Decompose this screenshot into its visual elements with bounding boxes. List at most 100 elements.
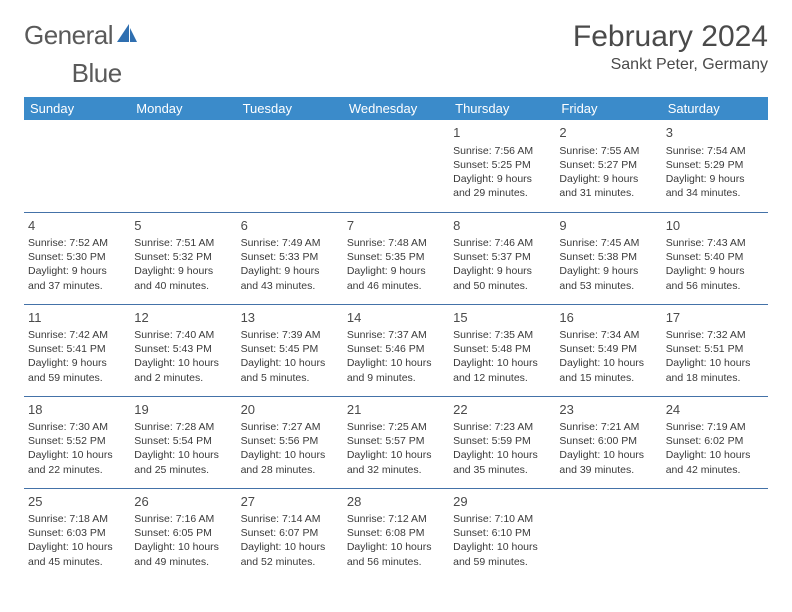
calendar-body: 1Sunrise: 7:56 AMSunset: 5:25 PMDaylight… <box>24 120 768 580</box>
day-cell: 21Sunrise: 7:25 AMSunset: 5:57 PMDayligh… <box>343 396 449 488</box>
daylight-text: Daylight: 9 hours and 56 minutes. <box>666 264 764 292</box>
daylight-text: Daylight: 10 hours and 39 minutes. <box>559 448 657 476</box>
day-cell <box>343 120 449 212</box>
day-number: 6 <box>241 217 339 235</box>
sunrise-text: Sunrise: 7:39 AM <box>241 328 339 342</box>
day-number: 24 <box>666 401 764 419</box>
weekday-header-row: Sunday Monday Tuesday Wednesday Thursday… <box>24 97 768 120</box>
week-row: 25Sunrise: 7:18 AMSunset: 6:03 PMDayligh… <box>24 488 768 580</box>
daylight-text: Daylight: 10 hours and 2 minutes. <box>134 356 232 384</box>
sunrise-text: Sunrise: 7:52 AM <box>28 236 126 250</box>
sunrise-text: Sunrise: 7:43 AM <box>666 236 764 250</box>
sunset-text: Sunset: 5:57 PM <box>347 434 445 448</box>
day-cell: 12Sunrise: 7:40 AMSunset: 5:43 PMDayligh… <box>130 304 236 396</box>
daylight-text: Daylight: 10 hours and 49 minutes. <box>134 540 232 568</box>
week-row: 11Sunrise: 7:42 AMSunset: 5:41 PMDayligh… <box>24 304 768 396</box>
day-cell <box>237 120 343 212</box>
sunrise-text: Sunrise: 7:49 AM <box>241 236 339 250</box>
day-number: 13 <box>241 309 339 327</box>
day-cell: 9Sunrise: 7:45 AMSunset: 5:38 PMDaylight… <box>555 212 661 304</box>
sunrise-text: Sunrise: 7:23 AM <box>453 420 551 434</box>
daylight-text: Daylight: 10 hours and 45 minutes. <box>28 540 126 568</box>
day-cell: 3Sunrise: 7:54 AMSunset: 5:29 PMDaylight… <box>662 120 768 212</box>
sunrise-text: Sunrise: 7:10 AM <box>453 512 551 526</box>
day-cell: 7Sunrise: 7:48 AMSunset: 5:35 PMDaylight… <box>343 212 449 304</box>
weekday-header: Saturday <box>662 97 768 120</box>
daylight-text: Daylight: 10 hours and 18 minutes. <box>666 356 764 384</box>
day-number: 19 <box>134 401 232 419</box>
daylight-text: Daylight: 10 hours and 9 minutes. <box>347 356 445 384</box>
day-cell: 24Sunrise: 7:19 AMSunset: 6:02 PMDayligh… <box>662 396 768 488</box>
day-cell: 29Sunrise: 7:10 AMSunset: 6:10 PMDayligh… <box>449 488 555 580</box>
sunrise-text: Sunrise: 7:34 AM <box>559 328 657 342</box>
day-number: 29 <box>453 493 551 511</box>
day-cell: 6Sunrise: 7:49 AMSunset: 5:33 PMDaylight… <box>237 212 343 304</box>
sail-icon <box>115 20 139 51</box>
day-number: 1 <box>453 124 551 142</box>
day-number: 23 <box>559 401 657 419</box>
title-block: February 2024 Sankt Peter, Germany <box>573 20 768 74</box>
day-number: 18 <box>28 401 126 419</box>
day-number: 26 <box>134 493 232 511</box>
day-cell: 25Sunrise: 7:18 AMSunset: 6:03 PMDayligh… <box>24 488 130 580</box>
sunset-text: Sunset: 5:56 PM <box>241 434 339 448</box>
sunrise-text: Sunrise: 7:28 AM <box>134 420 232 434</box>
sunrise-text: Sunrise: 7:54 AM <box>666 144 764 158</box>
sunrise-text: Sunrise: 7:19 AM <box>666 420 764 434</box>
sunrise-text: Sunrise: 7:42 AM <box>28 328 126 342</box>
sunset-text: Sunset: 6:02 PM <box>666 434 764 448</box>
sunrise-text: Sunrise: 7:46 AM <box>453 236 551 250</box>
sunset-text: Sunset: 5:33 PM <box>241 250 339 264</box>
day-number: 17 <box>666 309 764 327</box>
day-number: 12 <box>134 309 232 327</box>
sunrise-text: Sunrise: 7:27 AM <box>241 420 339 434</box>
daylight-text: Daylight: 9 hours and 46 minutes. <box>347 264 445 292</box>
day-number: 8 <box>453 217 551 235</box>
daylight-text: Daylight: 10 hours and 5 minutes. <box>241 356 339 384</box>
daylight-text: Daylight: 9 hours and 31 minutes. <box>559 172 657 200</box>
day-cell: 16Sunrise: 7:34 AMSunset: 5:49 PMDayligh… <box>555 304 661 396</box>
day-cell: 14Sunrise: 7:37 AMSunset: 5:46 PMDayligh… <box>343 304 449 396</box>
week-row: 1Sunrise: 7:56 AMSunset: 5:25 PMDaylight… <box>24 120 768 212</box>
day-number: 9 <box>559 217 657 235</box>
sunset-text: Sunset: 5:30 PM <box>28 250 126 264</box>
day-number: 21 <box>347 401 445 419</box>
day-cell: 15Sunrise: 7:35 AMSunset: 5:48 PMDayligh… <box>449 304 555 396</box>
daylight-text: Daylight: 9 hours and 34 minutes. <box>666 172 764 200</box>
sunrise-text: Sunrise: 7:12 AM <box>347 512 445 526</box>
day-cell: 17Sunrise: 7:32 AMSunset: 5:51 PMDayligh… <box>662 304 768 396</box>
weekday-header: Tuesday <box>237 97 343 120</box>
sunset-text: Sunset: 6:07 PM <box>241 526 339 540</box>
sunrise-text: Sunrise: 7:32 AM <box>666 328 764 342</box>
weekday-header: Thursday <box>449 97 555 120</box>
day-number: 2 <box>559 124 657 142</box>
sunrise-text: Sunrise: 7:40 AM <box>134 328 232 342</box>
sunset-text: Sunset: 5:46 PM <box>347 342 445 356</box>
day-cell: 20Sunrise: 7:27 AMSunset: 5:56 PMDayligh… <box>237 396 343 488</box>
sunrise-text: Sunrise: 7:37 AM <box>347 328 445 342</box>
day-cell: 18Sunrise: 7:30 AMSunset: 5:52 PMDayligh… <box>24 396 130 488</box>
sunset-text: Sunset: 5:25 PM <box>453 158 551 172</box>
sunrise-text: Sunrise: 7:30 AM <box>28 420 126 434</box>
day-number: 16 <box>559 309 657 327</box>
daylight-text: Daylight: 9 hours and 53 minutes. <box>559 264 657 292</box>
day-number: 14 <box>347 309 445 327</box>
sunset-text: Sunset: 5:45 PM <box>241 342 339 356</box>
brand-logo: General <box>24 20 139 51</box>
daylight-text: Daylight: 10 hours and 15 minutes. <box>559 356 657 384</box>
daylight-text: Daylight: 9 hours and 59 minutes. <box>28 356 126 384</box>
sunrise-text: Sunrise: 7:25 AM <box>347 420 445 434</box>
day-cell: 23Sunrise: 7:21 AMSunset: 6:00 PMDayligh… <box>555 396 661 488</box>
brand-part2: Blue <box>72 58 122 89</box>
day-cell <box>662 488 768 580</box>
day-cell <box>130 120 236 212</box>
day-cell <box>555 488 661 580</box>
day-number: 22 <box>453 401 551 419</box>
sunset-text: Sunset: 6:10 PM <box>453 526 551 540</box>
daylight-text: Daylight: 10 hours and 32 minutes. <box>347 448 445 476</box>
day-number: 15 <box>453 309 551 327</box>
daylight-text: Daylight: 10 hours and 35 minutes. <box>453 448 551 476</box>
sunrise-text: Sunrise: 7:45 AM <box>559 236 657 250</box>
daylight-text: Daylight: 9 hours and 40 minutes. <box>134 264 232 292</box>
day-number: 5 <box>134 217 232 235</box>
